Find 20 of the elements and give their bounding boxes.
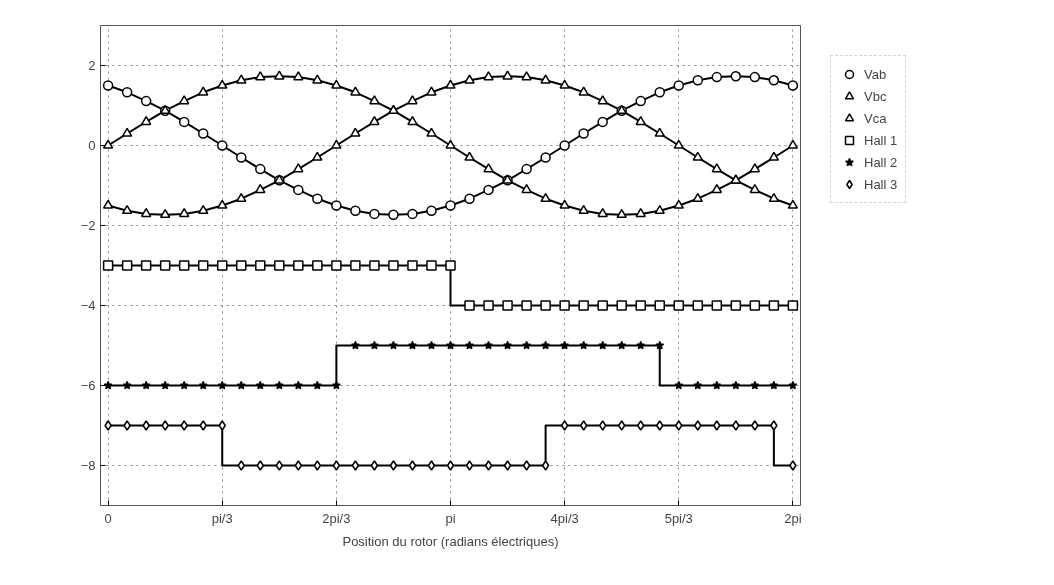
y-tick-label: 0 xyxy=(88,138,96,153)
y-tick-label: −8 xyxy=(80,458,96,473)
x-tick-label: 5pi/3 xyxy=(664,510,693,526)
legend-label: Hall 2 xyxy=(864,154,898,170)
legend-label: Vab xyxy=(864,66,887,82)
legend-label: Vbc xyxy=(864,88,887,104)
y-tick-label: −6 xyxy=(80,378,96,393)
legend-label: Hall 1 xyxy=(864,132,898,148)
y-tick-label: −2 xyxy=(80,218,96,233)
legend-label: Hall 3 xyxy=(864,176,898,192)
x-axis-title: Position du rotor (radians électriques) xyxy=(342,533,559,549)
x-tick-label: 0 xyxy=(104,510,112,526)
x-tick-label: pi/3 xyxy=(211,510,233,526)
y-tick-label: −4 xyxy=(80,298,96,313)
legend-label: Vca xyxy=(864,110,887,126)
x-tick-label: pi xyxy=(445,510,456,526)
x-tick-label: 2pi/3 xyxy=(322,510,351,526)
x-tick-label: 2pi xyxy=(784,510,802,526)
x-tick-label: 4pi/3 xyxy=(550,510,579,526)
y-tick-label: 2 xyxy=(88,58,96,73)
